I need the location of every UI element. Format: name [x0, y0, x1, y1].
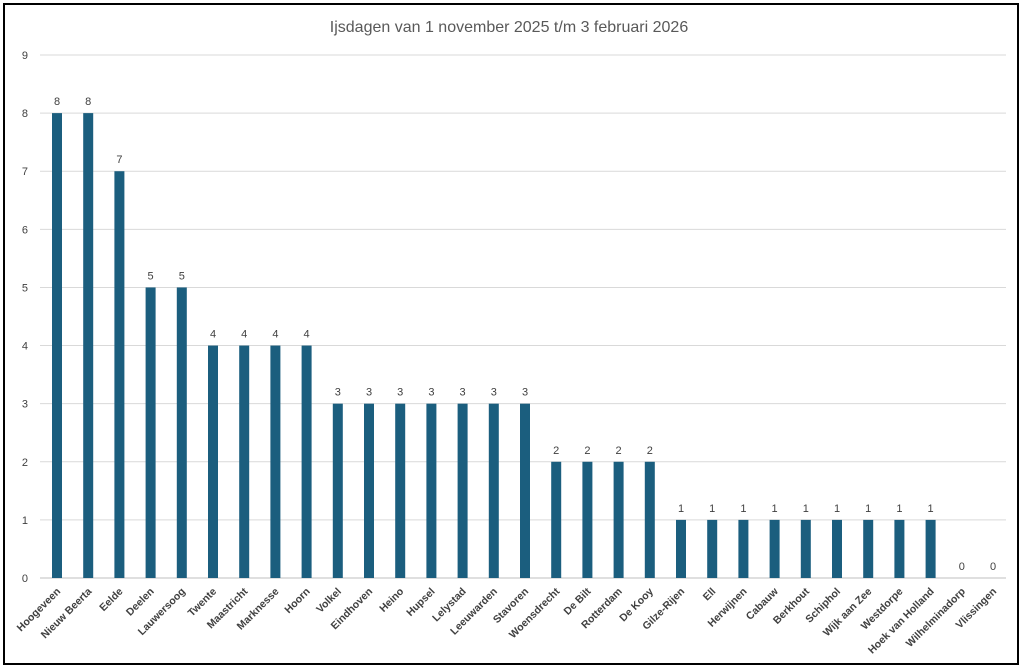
bar — [301, 345, 312, 578]
data-label: 4 — [241, 329, 247, 341]
bar — [925, 519, 936, 578]
y-axis-ticks: 0 1 2 3 4 5 6 7 8 9 — [22, 50, 28, 585]
bar — [644, 461, 655, 578]
y-tick-label: 1 — [22, 515, 28, 527]
bar — [613, 461, 624, 578]
bar — [551, 461, 562, 578]
data-label: 0 — [959, 561, 965, 573]
data-labels: 8 8 7 5 5 4 4 4 4 3 3 3 3 3 3 3 2 2 2 2 1 1 1 1 1 1 1 1 1 0 0 — [54, 96, 996, 573]
bar — [114, 171, 125, 578]
bar — [239, 345, 250, 578]
data-label: 8 — [85, 96, 91, 108]
data-label: 2 — [553, 445, 559, 457]
bar — [364, 403, 374, 578]
data-label: 1 — [896, 503, 902, 515]
x-tick-label: Volkel — [314, 586, 344, 616]
bar — [208, 345, 218, 578]
data-label: 5 — [179, 270, 185, 282]
data-label: 1 — [709, 503, 715, 515]
data-label: 1 — [740, 503, 746, 515]
y-tick-label: 4 — [22, 341, 28, 353]
data-label: 4 — [272, 329, 278, 341]
bar — [52, 113, 62, 578]
x-tick-label: Ell — [701, 586, 719, 604]
bar — [800, 519, 811, 578]
bar — [832, 519, 842, 578]
bar — [395, 403, 406, 578]
data-label: 2 — [616, 445, 622, 457]
data-label: 3 — [491, 387, 497, 399]
data-label: 3 — [366, 387, 372, 399]
data-label: 4 — [304, 329, 310, 341]
bar — [176, 287, 187, 578]
bar — [488, 403, 499, 578]
data-label: 1 — [678, 503, 684, 515]
bar — [738, 519, 749, 578]
x-tick-label: Heino — [377, 586, 406, 615]
data-label: 1 — [803, 503, 809, 515]
x-tick-label: Eelde — [97, 586, 125, 614]
data-label: 3 — [335, 387, 341, 399]
bars — [52, 113, 936, 578]
chart-title: Ijsdagen van 1 november 2025 t/m 3 febru… — [330, 19, 689, 36]
data-label: 3 — [522, 387, 528, 399]
bar — [426, 403, 437, 578]
y-tick-label: 0 — [22, 573, 28, 585]
y-tick-label: 7 — [22, 166, 28, 178]
data-label: 1 — [928, 503, 934, 515]
gridlines — [40, 54, 1006, 579]
data-label: 3 — [428, 387, 434, 399]
data-label: 2 — [647, 445, 653, 457]
y-tick-label: 8 — [22, 108, 28, 120]
bar — [270, 345, 281, 578]
bar — [894, 519, 905, 578]
x-tick-label: Hoorn — [282, 586, 312, 616]
bar — [83, 113, 94, 578]
data-label: 1 — [834, 503, 840, 515]
data-label: 3 — [460, 387, 466, 399]
y-tick-label: 3 — [22, 399, 28, 411]
bar — [520, 403, 530, 578]
data-label: 2 — [584, 445, 590, 457]
y-tick-label: 2 — [22, 457, 28, 469]
data-label: 0 — [990, 561, 996, 573]
bar — [332, 403, 343, 578]
bar — [863, 519, 874, 578]
bar — [707, 519, 718, 578]
data-label: 8 — [54, 96, 60, 108]
data-label: 1 — [865, 503, 871, 515]
data-label: 7 — [116, 154, 122, 166]
bar — [582, 461, 593, 578]
bar — [145, 287, 156, 578]
y-tick-label: 6 — [22, 224, 28, 236]
bar — [769, 519, 780, 578]
y-tick-label: 9 — [22, 50, 28, 62]
bar — [457, 403, 468, 578]
data-label: 1 — [772, 503, 778, 515]
bar — [676, 519, 686, 578]
data-label: 5 — [148, 270, 154, 282]
data-label: 4 — [210, 329, 216, 341]
data-label: 3 — [397, 387, 403, 399]
y-tick-label: 5 — [22, 282, 28, 294]
